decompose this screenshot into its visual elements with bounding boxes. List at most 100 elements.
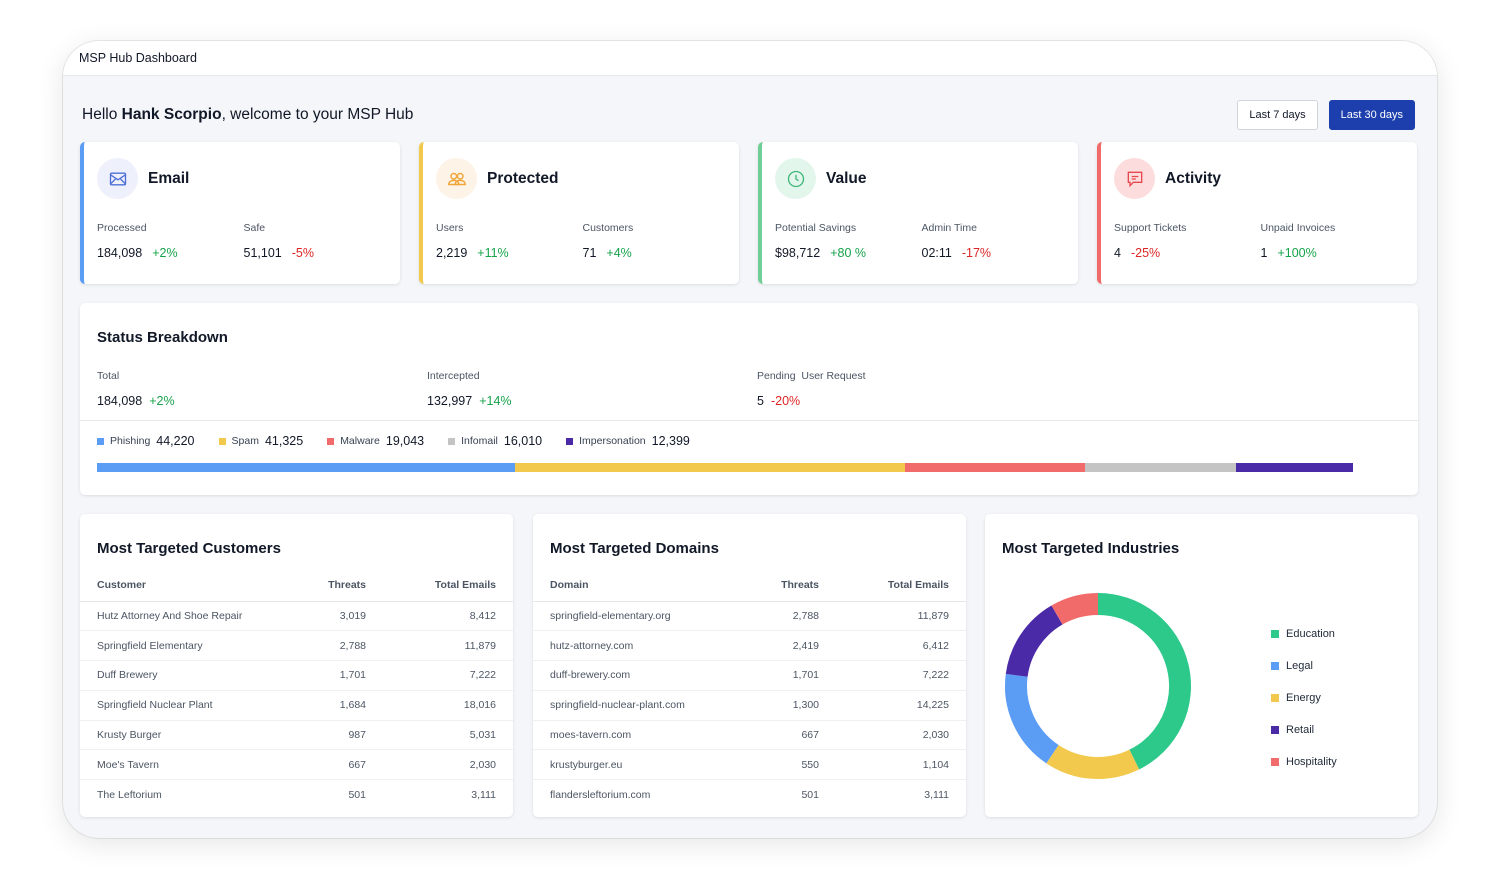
cell-total-emails: 11,879 [383,630,513,662]
table-row[interactable]: flandersleftorium.com 501 3,111 [533,780,966,810]
cell-threats: 667 [746,720,836,751]
status-change: +2% [149,394,175,408]
status-value: 184,098 [97,394,143,408]
legend-label: Infomail [461,435,498,447]
stat-metric: Safe 51,101 -5% [244,222,391,260]
status-value: 132,997 [427,394,473,408]
user-name: Hank Scorpio [121,106,222,123]
greeting-suffix: , welcome to your MSP Hub [221,106,414,123]
table-row[interactable]: springfield-elementary.org 2,788 11,879 [533,601,966,632]
column-header-threats[interactable]: Threats [293,579,383,602]
donut-slice-legal[interactable] [1005,673,1059,764]
table-row[interactable]: hutz-attorney.com 2,419 6,412 [533,630,966,662]
date-range-toggle: Last 7 days Last 30 days [1237,100,1415,130]
metric-value: 2,219 [436,246,468,260]
stat-metrics: Processed 184,098 +2% Safe 51,101 -5% [97,222,390,260]
column-header-customer[interactable]: Customer [80,579,293,602]
cell-threats: 2,788 [293,630,383,662]
legend-value: 44,220 [156,434,195,448]
metric-change: +11% [477,246,509,260]
legend-item-legal: Legal [1271,650,1337,682]
chat-icon [1114,158,1155,199]
stat-title: Protected [487,169,559,187]
mail-icon [97,158,138,199]
metric-label: Safe [243,222,266,234]
legend-label: Legal [1286,660,1313,672]
column-header-total-emails[interactable]: Total Emails [836,579,966,602]
targeted-industries-card: Most Targeted Industries Education Legal E… [985,514,1418,817]
metric-label: Admin Time [921,222,977,234]
metric-label: Users [436,222,464,234]
cell-total-emails: 8,412 [383,601,513,632]
cell-name: hutz-attorney.com [533,630,746,662]
legend-swatch [566,437,574,445]
stat-header: Activity [1114,158,1221,199]
legend-item-energy: Energy [1271,682,1337,714]
column-header-domain[interactable]: Domain [533,579,746,602]
stat-metric: Admin Time 02:11 -17% [922,222,1069,260]
legend-item-malware: Malware 19,043 [327,434,424,448]
targeted-customers-card: Most Targeted Customers Customer Threats… [80,514,513,817]
status-summary-item: Total 184,098 +2% [97,370,427,408]
cell-name: duff-brewery.com [533,660,746,691]
status-summary-item: Intercepted 132,997 +14% [427,370,757,408]
table-row[interactable]: Krusty Burger 987 5,031 [80,720,513,751]
donut-slice-energy[interactable] [1046,744,1140,779]
legend-label: Impersonation [579,435,646,447]
status-summary: Total 184,098 +2% Intercepted 132,997 +14% Pen… [97,370,1087,408]
cell-total-emails: 6,412 [836,630,966,662]
stat-title: Value [826,169,867,187]
table-row[interactable]: Moe's Tavern 667 2,030 [80,749,513,781]
table-row[interactable]: Duff Brewery 1,701 7,222 [80,660,513,691]
legend-label: Hospitality [1286,756,1337,768]
metric-label: Unpaid Invoices [1260,222,1336,234]
metric-value: 1 [1260,246,1268,260]
industries-legend: Education Legal Energy Retail Hospitality [1271,618,1337,778]
cell-threats: 1,701 [746,660,836,691]
column-header-threats[interactable]: Threats [746,579,836,602]
metric-change: +80 % [830,246,866,260]
donut-slice-retail[interactable] [1005,605,1063,678]
table-row[interactable]: moes-tavern.com 667 2,030 [533,720,966,751]
status-change: +14% [479,394,512,408]
cell-total-emails: 2,030 [836,720,966,751]
donut-slice-hospitality[interactable] [1051,593,1099,625]
cell-name: Hutz Attorney And Shoe Repair [80,601,293,632]
metric-value: 71 [582,246,597,260]
metric-value: 51,101 [243,246,282,260]
table-row[interactable]: springfield-nuclear-plant.com 1,300 14,225 [533,690,966,721]
legend-value: 19,043 [385,434,425,448]
stat-header: Value [775,158,867,199]
cell-total-emails: 3,111 [924,788,949,801]
cell-name: Springfield Nuclear Plant [80,690,293,721]
cell-total-emails: 11,879 [836,601,966,632]
breakdown-legend: Phishing 44,220 Spam 41,325 Malware 19,043 Inf… [97,434,690,448]
divider [80,420,1418,421]
metric-value: 02:11 [921,246,952,260]
table-row[interactable]: The Leftorium 501 3,111 [80,780,513,810]
last-30-days-button[interactable]: Last 30 days [1328,100,1415,130]
stat-metric: Processed 184,098 +2% [97,222,244,260]
stat-header: Protected [436,158,559,199]
table-row[interactable]: Springfield Elementary 2,788 11,879 [80,630,513,662]
cell-name: Moe's Tavern [80,749,293,781]
stat-metric: Unpaid Invoices 1 +100% [1261,222,1408,260]
cell-threats: 1,300 [746,690,836,721]
legend-swatch [1271,726,1279,734]
last-7-days-button[interactable]: Last 7 days [1237,100,1318,130]
legend-swatch [1271,662,1279,670]
cell-threats: 667 [293,749,383,781]
cell-threats: 2,788 [746,601,836,632]
legend-label: Malware [340,435,380,447]
table-row[interactable]: duff-brewery.com 1,701 7,222 [533,660,966,691]
table-row[interactable]: Springfield Nuclear Plant 1,684 18,016 [80,690,513,721]
stat-metric: Users 2,219 +11% [436,222,583,260]
table-row[interactable]: krustyburger.eu 550 1,104 [533,749,966,781]
legend-item-infomail: Infomail 16,010 [448,434,542,448]
donut-slice-education[interactable] [1097,593,1191,770]
table-row[interactable]: Hutz Attorney And Shoe Repair 3,019 8,412 [80,601,513,632]
greeting-prefix: Hello [82,106,122,123]
metric-label: Support Tickets [1114,222,1187,234]
column-header-total-emails[interactable]: Total Emails [383,579,513,602]
status-summary-item: Pending User Request 5 -20% [757,370,1087,408]
